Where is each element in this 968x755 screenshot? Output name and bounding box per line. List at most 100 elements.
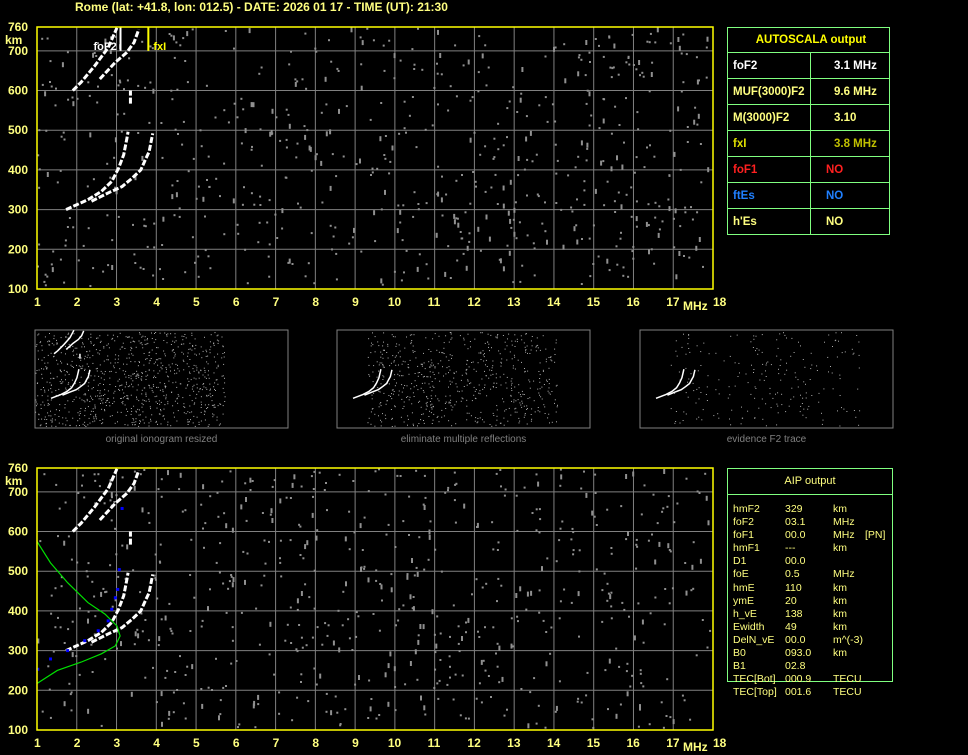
noise-dot bbox=[110, 370, 112, 372]
noise-dot bbox=[515, 593, 518, 598]
noise-dot bbox=[543, 404, 545, 406]
noise-dot bbox=[531, 345, 533, 347]
noise-dot bbox=[313, 569, 316, 572]
noise-dot bbox=[417, 203, 420, 205]
noise-dot bbox=[398, 132, 401, 135]
noise-dot bbox=[769, 387, 771, 389]
noise-dot bbox=[111, 605, 114, 608]
noise-dot bbox=[339, 724, 342, 727]
noise-dot bbox=[160, 495, 163, 498]
noise-dot bbox=[38, 333, 40, 335]
noise-dot bbox=[699, 558, 702, 564]
noise-dot bbox=[451, 357, 452, 359]
noise-dot bbox=[487, 333, 489, 335]
noise-dot bbox=[518, 221, 521, 224]
noise-dot bbox=[208, 404, 210, 406]
noise-dot bbox=[578, 570, 581, 573]
noise-dot bbox=[518, 392, 520, 394]
noise-dot bbox=[444, 403, 446, 404]
aip-cell: 138 bbox=[785, 607, 803, 620]
noise-dot bbox=[218, 424, 220, 426]
aip-cell: 20 bbox=[785, 594, 797, 607]
noise-dot bbox=[210, 334, 212, 336]
noise-dot bbox=[570, 206, 573, 209]
noise-dot bbox=[130, 361, 132, 363]
noise-dot bbox=[149, 369, 150, 371]
noise-dot bbox=[196, 416, 198, 418]
noise-dot bbox=[421, 414, 423, 415]
noise-dot bbox=[172, 711, 175, 714]
noise-dot bbox=[209, 349, 211, 351]
noise-dot bbox=[361, 549, 364, 551]
noise-dot bbox=[176, 372, 178, 374]
noise-dot bbox=[354, 683, 357, 686]
noise-dot bbox=[186, 665, 189, 668]
noise-dot bbox=[757, 353, 759, 355]
noise-dot bbox=[267, 255, 270, 258]
noise-dot bbox=[399, 475, 402, 477]
noise-dot bbox=[189, 412, 191, 414]
noise-dot bbox=[508, 333, 510, 335]
noise-dot bbox=[390, 573, 393, 576]
noise-dot bbox=[539, 374, 541, 376]
noise-dot bbox=[131, 353, 133, 355]
noise-dot bbox=[95, 418, 97, 420]
noise-dot bbox=[41, 373, 43, 375]
noise-dot bbox=[260, 584, 263, 587]
noise-dot bbox=[166, 335, 168, 337]
noise-dot bbox=[576, 700, 579, 703]
noise-dot bbox=[521, 400, 523, 402]
noise-dot bbox=[466, 245, 469, 251]
noise-dot bbox=[466, 412, 468, 414]
noise-dot bbox=[48, 415, 50, 417]
noise-dot bbox=[107, 334, 109, 336]
noise-dot bbox=[139, 423, 140, 424]
noise-dot bbox=[36, 405, 37, 407]
noise-dot bbox=[315, 683, 318, 686]
noise-dot bbox=[148, 352, 150, 354]
noise-dot bbox=[429, 366, 431, 368]
aip-cell: km bbox=[833, 594, 847, 607]
noise-dot bbox=[104, 389, 106, 391]
noise-dot bbox=[499, 376, 501, 378]
noise-dot bbox=[121, 544, 124, 547]
noise-dot bbox=[91, 397, 92, 399]
noise-dot bbox=[192, 368, 194, 370]
noise-dot bbox=[403, 421, 405, 423]
noise-dot bbox=[417, 208, 420, 211]
noise-dot bbox=[182, 397, 184, 399]
noise-dot bbox=[464, 717, 467, 720]
noise-dot bbox=[41, 710, 44, 713]
noise-dot bbox=[457, 390, 459, 392]
y-tick-label: 500 bbox=[8, 564, 28, 578]
noise-dot bbox=[555, 172, 558, 175]
noise-dot bbox=[142, 419, 144, 421]
noise-dot bbox=[780, 379, 782, 381]
noise-dot bbox=[149, 387, 151, 389]
noise-dot bbox=[136, 373, 138, 375]
noise-dot bbox=[366, 27, 369, 30]
noise-dot bbox=[215, 361, 217, 363]
noise-dot bbox=[437, 415, 439, 417]
noise-dot bbox=[382, 345, 384, 347]
noise-dot bbox=[466, 373, 468, 375]
noise-dot bbox=[50, 594, 53, 597]
noise-dot bbox=[176, 689, 179, 691]
noise-dot bbox=[428, 529, 431, 535]
noise-dot bbox=[395, 624, 397, 627]
noise-dot bbox=[151, 332, 152, 334]
noise-dot bbox=[160, 366, 162, 368]
noise-dot bbox=[395, 355, 397, 357]
noise-dot bbox=[86, 185, 89, 188]
noise-dot bbox=[498, 645, 501, 651]
noise-dot bbox=[685, 367, 687, 369]
noise-dot bbox=[706, 646, 709, 649]
noise-dot bbox=[531, 512, 534, 514]
noise-dot bbox=[438, 335, 440, 337]
noise-dot bbox=[148, 398, 150, 400]
noise-dot bbox=[123, 392, 125, 394]
noise-dot bbox=[63, 540, 66, 546]
noise-dot bbox=[635, 225, 638, 228]
noise-dot bbox=[198, 424, 200, 425]
noise-dot bbox=[100, 403, 101, 404]
